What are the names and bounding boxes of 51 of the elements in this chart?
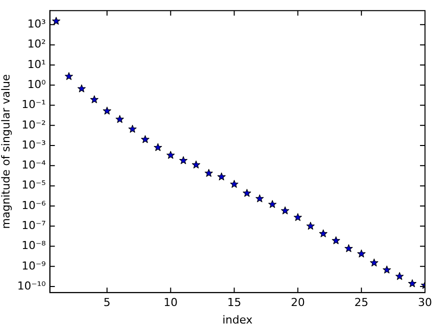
point <box>370 258 378 266</box>
y-tick-label: 10⁻⁶ <box>22 198 46 212</box>
point <box>179 156 188 164</box>
point <box>116 115 124 123</box>
point <box>408 279 416 288</box>
point <box>52 16 60 25</box>
point <box>395 272 404 280</box>
y-tick-label: 10⁻⁹ <box>22 259 46 272</box>
y-tick-label: 10⁻⁴ <box>22 158 46 172</box>
y-tick-label: 10³ <box>27 18 46 31</box>
y-tick-label: 10⁻⁵ <box>22 178 46 192</box>
point <box>281 206 290 214</box>
point <box>306 222 315 230</box>
point <box>332 236 340 244</box>
x-tick-label: 30 <box>418 296 432 310</box>
point <box>78 84 86 92</box>
point <box>217 172 226 180</box>
point <box>192 160 200 168</box>
point <box>382 266 391 274</box>
y-tick-label: 10⁻¹⁰ <box>17 279 46 292</box>
point <box>102 106 112 115</box>
x-tick-label: 15 <box>227 296 242 310</box>
point <box>90 95 98 104</box>
y-tick-label: 10⁰ <box>27 78 46 91</box>
y-axis-title: magnitude of singular value <box>0 74 12 229</box>
point <box>357 250 366 258</box>
point <box>319 229 328 238</box>
y-tick-label: 10⁻⁸ <box>22 239 46 252</box>
y-tick-label: 10¹ <box>27 58 46 71</box>
point <box>230 180 238 188</box>
point <box>166 150 175 159</box>
y-tick-label: 10⁻¹ <box>22 98 46 112</box>
point <box>242 188 252 197</box>
x-tick-label: 10 <box>164 296 178 310</box>
point <box>268 200 276 208</box>
x-tick-label: 25 <box>354 296 368 310</box>
point <box>141 135 150 144</box>
point <box>256 194 264 202</box>
x-tick-label: 5 <box>104 296 111 310</box>
y-tick-label: 10⁻² <box>22 118 46 132</box>
point <box>294 213 302 221</box>
point <box>154 143 162 152</box>
point <box>344 244 353 252</box>
y-tick-label: 10⁻³ <box>22 138 46 152</box>
point <box>204 168 213 177</box>
x-tick-label: 20 <box>290 296 305 310</box>
y-tick-label: 10⁻⁷ <box>22 218 46 232</box>
point <box>128 124 137 133</box>
x-axis-title: index <box>222 313 253 326</box>
point <box>64 72 74 80</box>
y-tick-label: 10² <box>27 38 46 51</box>
